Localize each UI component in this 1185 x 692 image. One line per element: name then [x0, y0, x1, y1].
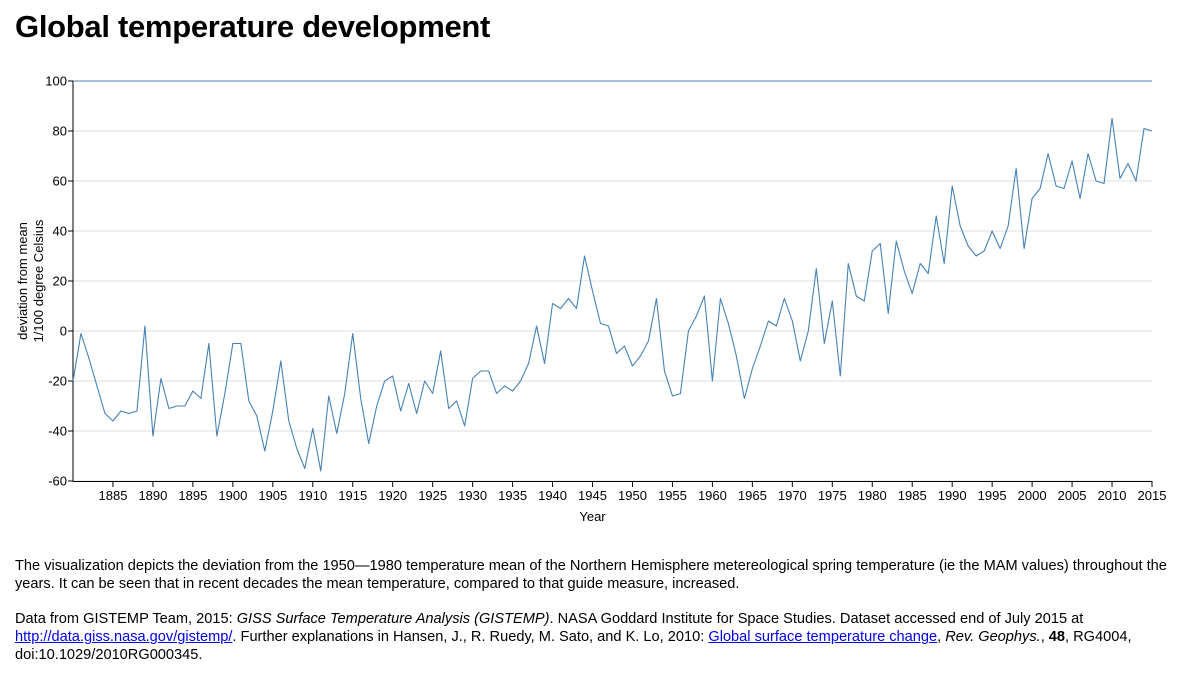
y-axis-label-line: 1/100 degree Celsius [31, 219, 46, 342]
x-tick-label: 1950 [618, 488, 647, 503]
x-tick-label: 1910 [298, 488, 327, 503]
x-tick-label: 2005 [1058, 488, 1087, 503]
series [72, 117, 1153, 472]
x-tick-label: 1920 [378, 488, 407, 503]
temperature-line-chart: -60 -40 -20 0 20 40 60 80 100 1885 1890 1895 1900 19… [15, 74, 1166, 525]
y-tick-label: -20 [48, 374, 67, 389]
y-tick-label: -40 [48, 424, 67, 439]
x-tick-label: 1900 [218, 488, 247, 503]
x-axis: 1885 1890 1895 1900 1905 1910 1915 1920 1925 1930… [73, 481, 1166, 503]
x-tick-label: 1960 [698, 488, 727, 503]
source-comma2: , [1040, 629, 1049, 645]
x-tick-label: 1935 [498, 488, 527, 503]
grid-lines [73, 80, 1152, 482]
y-tick-label: 20 [53, 274, 67, 289]
x-tick-label: 2010 [1098, 488, 1127, 503]
axis-labels: Year deviation from mean1/100 degree Cels… [15, 219, 606, 524]
source-comma: , [937, 629, 946, 645]
gistemp-link[interactable]: http://data.giss.nasa.gov/gistemp/ [15, 629, 233, 645]
x-tick-label: 1995 [978, 488, 1007, 503]
temperature-deviation-line [72, 117, 1153, 472]
y-axis-label-line: deviation from mean [15, 222, 30, 340]
y-axis-label: deviation from mean1/100 degree Celsius [15, 219, 46, 342]
data-source-note: Data from GISTEMP Team, 2015: GISS Surfa… [15, 610, 1175, 664]
x-tick-label: 1905 [258, 488, 287, 503]
x-tick-label: 1970 [778, 488, 807, 503]
source-prefix: Data from GISTEMP Team, 2015: [15, 611, 237, 627]
source-mid: . NASA Goddard Institute for Space Studi… [549, 611, 1084, 627]
y-tick-label: 100 [45, 74, 67, 89]
x-tick-label: 1915 [338, 488, 367, 503]
y-tick-label: 60 [53, 174, 67, 189]
page-title: Global temperature development [15, 9, 491, 44]
x-tick-label: 1965 [738, 488, 767, 503]
source-mid2: . Further explanations in Hansen, J., R.… [232, 629, 709, 645]
source-tail: , RG4004, doi:10.1029/2010RG000345. [15, 629, 1132, 663]
source-title: GISS Surface Temperature Analysis (GISTE… [236, 611, 550, 627]
x-tick-label: 1925 [418, 488, 447, 503]
x-tick-label: 1940 [538, 488, 567, 503]
hansen-paper-link[interactable]: Global surface temperature change [708, 629, 938, 645]
journal-volume: 48 [1048, 629, 1066, 645]
chart-description: The visualization depicts the deviation … [15, 558, 1167, 592]
x-tick-label: 1980 [858, 488, 887, 503]
x-tick-label: 2015 [1138, 488, 1167, 503]
y-tick-label: 80 [53, 124, 67, 139]
x-axis-label: Year [579, 509, 606, 524]
y-axis: -60 -40 -20 0 20 40 60 80 100 [45, 74, 74, 489]
x-tick-label: 1945 [578, 488, 607, 503]
x-tick-label: 1885 [99, 488, 128, 503]
x-tick-label: 1890 [138, 488, 167, 503]
y-tick-label: -60 [48, 474, 67, 489]
x-tick-label: 1930 [458, 488, 487, 503]
y-tick-label: 40 [53, 224, 67, 239]
x-tick-label: 1895 [178, 488, 207, 503]
x-tick-label: 1955 [658, 488, 687, 503]
y-tick-label: 0 [60, 324, 67, 339]
x-tick-label: 2000 [1018, 488, 1047, 503]
x-tick-label: 1975 [818, 488, 847, 503]
journal-name: Rev. Geophys. [945, 629, 1041, 645]
x-tick-label: 1985 [898, 488, 927, 503]
x-tick-label: 1990 [938, 488, 967, 503]
